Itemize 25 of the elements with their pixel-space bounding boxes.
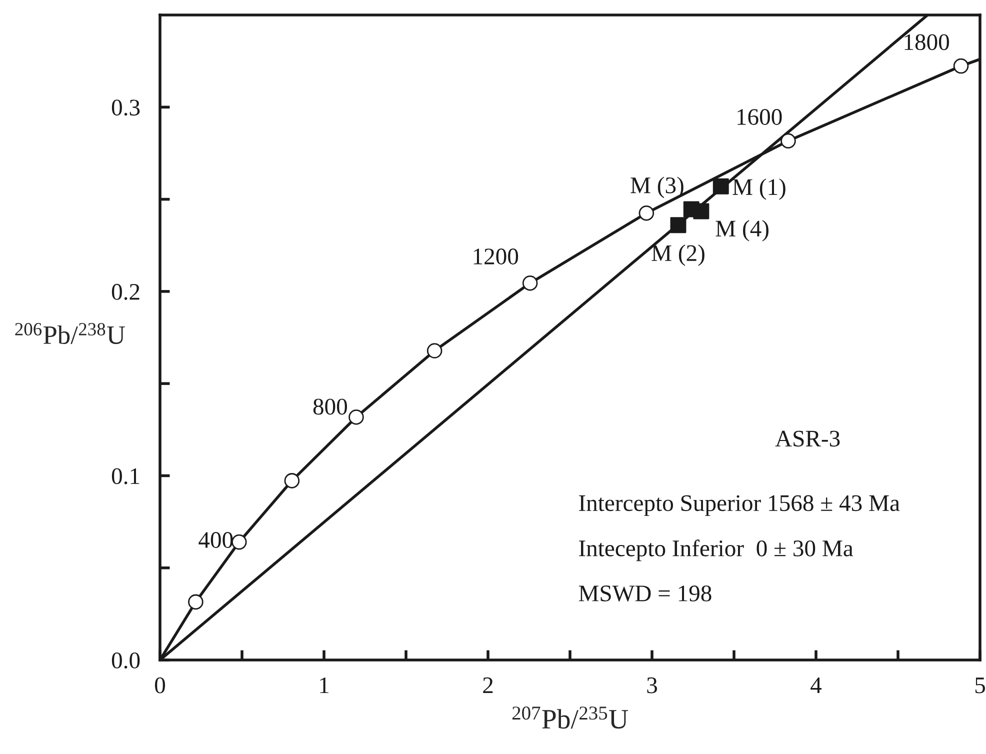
x-tick-label: 1 bbox=[320, 677, 328, 694]
annotation: M (4) bbox=[716, 220, 768, 242]
annotation: ASR-3 bbox=[775, 430, 840, 447]
annotation: 1800 bbox=[904, 34, 949, 50]
annotation: MSWD = 198 bbox=[578, 585, 712, 602]
annotation: 1600 bbox=[738, 109, 782, 125]
x-tick-label: 0 bbox=[154, 677, 166, 694]
annotation: 1200 bbox=[474, 248, 518, 264]
annotation: M (1) bbox=[732, 178, 786, 200]
annotation: M (3) bbox=[630, 176, 684, 198]
y-tick-label: 0.0 bbox=[112, 652, 140, 669]
annotation: Intecepto Inferior 0 ± 30 Ma bbox=[579, 540, 854, 562]
x-tick-label: 3 bbox=[647, 677, 657, 694]
x-tick-label: 5 bbox=[975, 678, 985, 694]
y-tick-label: 0.3 bbox=[112, 100, 140, 116]
annotation: 800 bbox=[313, 398, 347, 415]
annotation: M (2) bbox=[652, 244, 704, 266]
x-axis-title: $^{207}$Pb/$^{235}$U bbox=[512, 706, 628, 729]
y-tick-label: 0.1 bbox=[112, 468, 140, 484]
annotation: 400 bbox=[198, 532, 233, 548]
y-tick-label: 0.2 bbox=[112, 284, 140, 300]
annotation: Intercepto Superior 1568 ± 43 Ma bbox=[579, 495, 900, 516]
x-tick-label: 2 bbox=[483, 677, 493, 694]
x-tick-label: 4 bbox=[810, 678, 822, 694]
y-axis-title: $^{206}$Pb/$^{238}$U bbox=[15, 323, 125, 344]
